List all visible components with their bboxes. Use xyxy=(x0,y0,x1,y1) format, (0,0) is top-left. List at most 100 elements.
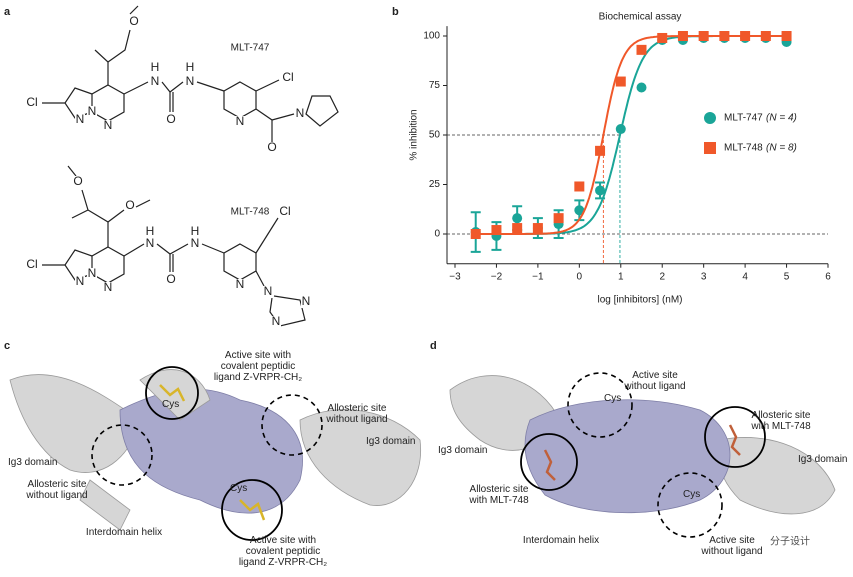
atom-bg xyxy=(75,276,85,288)
atom-label: N xyxy=(186,74,195,88)
atom-label: Cl xyxy=(279,204,290,218)
atom-label: Cl xyxy=(26,257,37,271)
atom-bg xyxy=(27,259,37,271)
annotation-line: ligand Z-VRPR-CH₂ xyxy=(214,372,302,383)
annotation-line: Cys xyxy=(162,399,179,410)
annotation: Active site without ligand xyxy=(700,535,762,557)
annotation: Allosteric site without ligand xyxy=(325,403,387,425)
annotation-line: without ligand xyxy=(325,414,387,425)
annotation-line: ligand Z-VRPR-CH₂ xyxy=(239,557,327,568)
annotation: Interdomain helix xyxy=(86,527,162,538)
annotation: Active site with covalent peptidic ligand … xyxy=(214,350,302,383)
point xyxy=(615,76,626,87)
atom-label: N xyxy=(88,104,97,118)
legend-marker xyxy=(704,112,716,124)
atom-bg xyxy=(283,72,293,84)
atom-bg xyxy=(87,268,97,280)
annotation: Active site without ligand xyxy=(623,370,685,392)
x-axis-label: log [inhibitors] (nM) xyxy=(597,295,682,306)
atom-label: N xyxy=(296,106,305,120)
atom-bg xyxy=(235,279,245,291)
atom-bg xyxy=(150,62,160,74)
annotation: Allosteric site with MLT-748 xyxy=(468,484,529,506)
protein-d xyxy=(449,372,836,538)
atom-label: N xyxy=(191,236,200,250)
fit-curve xyxy=(475,35,787,235)
x-tick-label: 4 xyxy=(742,271,748,282)
y-axis-label: % inhibition xyxy=(409,109,420,160)
point xyxy=(574,181,585,192)
atom-label: O xyxy=(125,198,134,212)
atom-label: O xyxy=(166,272,175,286)
point xyxy=(781,31,792,41)
atom-label: Cl xyxy=(26,95,37,109)
atom-bg xyxy=(73,176,83,188)
atom-bg xyxy=(166,274,176,286)
y-tick-label: 25 xyxy=(429,179,441,190)
atom-label: N xyxy=(302,294,311,308)
annotation: Ig3 domain xyxy=(366,436,415,447)
atom-label: O xyxy=(129,14,138,28)
y-tick-label: 0 xyxy=(434,229,440,240)
atom-label: N xyxy=(236,114,245,128)
atom-bg xyxy=(263,286,273,298)
x-tick-label: 5 xyxy=(784,271,790,282)
point xyxy=(574,205,585,216)
atom-bg xyxy=(75,114,85,126)
chart-title: Biochemical assay xyxy=(599,12,682,23)
annotation: Cys xyxy=(683,489,700,500)
x-tick-label: −2 xyxy=(491,271,503,282)
panel-letter: b xyxy=(392,6,399,18)
annotation-line: Ig3 domain xyxy=(438,445,487,456)
annotation: Allosteric site without ligand xyxy=(25,479,87,501)
atom-bg xyxy=(267,142,277,154)
x-tick-label: 0 xyxy=(577,271,583,282)
atom-label: N xyxy=(88,266,97,280)
legend-label: MLT-748 xyxy=(724,143,763,154)
atom-label: O xyxy=(267,140,276,154)
annotation-line: Ig3 domain xyxy=(798,454,847,465)
legend-n: (N = 4) xyxy=(766,113,797,124)
atom-label: N xyxy=(272,314,281,328)
point xyxy=(615,124,626,135)
annotation-line: Ig3 domain xyxy=(366,436,415,447)
atom-bg xyxy=(166,114,176,126)
annotation: Active site with covalent peptidic ligand … xyxy=(239,535,327,568)
point xyxy=(595,145,606,156)
point xyxy=(595,185,606,196)
atom-label: N xyxy=(76,274,85,288)
atom-bg xyxy=(103,120,113,132)
x-tick-label: −3 xyxy=(449,271,461,282)
annotation-line: Cys xyxy=(230,483,247,494)
atom-bg xyxy=(301,296,311,308)
atom-bg xyxy=(185,76,195,88)
annotation-line: Interdomain helix xyxy=(86,527,162,538)
point xyxy=(636,44,647,55)
point xyxy=(553,213,564,224)
panel-letter: a xyxy=(4,6,11,18)
point xyxy=(491,225,502,236)
point xyxy=(698,31,709,41)
atom-bg xyxy=(145,226,155,238)
atom-bg xyxy=(145,238,155,250)
atom-label: N xyxy=(264,284,273,298)
annotation: Cys xyxy=(230,483,247,494)
legend-label: MLT-747 xyxy=(724,113,763,124)
atom-label: H xyxy=(151,60,160,74)
atom-label: N xyxy=(151,74,160,88)
annotation-line: Allosteric site xyxy=(328,403,387,414)
annotation-line: Active site xyxy=(709,535,755,546)
annotation: Ig3 domain xyxy=(438,445,487,456)
annotation-line: Cys xyxy=(604,393,621,404)
point xyxy=(740,31,751,41)
atom-bg xyxy=(271,316,281,328)
structure-747 xyxy=(42,5,339,142)
x-tick-label: 6 xyxy=(825,271,831,282)
legend-n: (N = 8) xyxy=(766,143,797,154)
atom-bg xyxy=(103,282,113,294)
annotation: Ig3 domain xyxy=(8,457,57,468)
atom-bg xyxy=(129,16,139,28)
compound-name: MLT-747 xyxy=(231,43,270,54)
atom-label: N xyxy=(146,236,155,250)
annotation-line: Allosteric site xyxy=(28,479,87,490)
